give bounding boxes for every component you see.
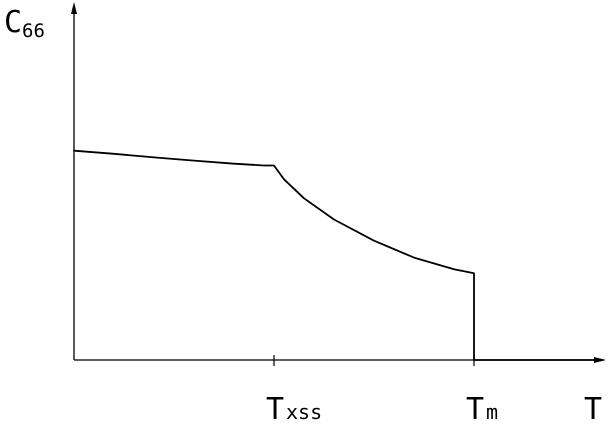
series-layer xyxy=(73,149,595,361)
x-tick-label-main: T xyxy=(266,392,284,427)
y-axis-label-sub: 66 xyxy=(22,20,45,42)
x-tick-label-sub: xss xyxy=(286,400,322,424)
axes xyxy=(71,2,606,363)
y-axis-label: C 66 xyxy=(4,5,45,42)
x-axis-label: T xyxy=(584,392,602,427)
y-axis-arrowhead xyxy=(71,2,77,14)
x-tick-label-main: T xyxy=(466,392,484,427)
y-axis-label-main: C xyxy=(4,5,22,40)
x-tick-label-sub: m xyxy=(486,400,498,424)
series-line xyxy=(73,149,595,361)
x-axis-arrowhead xyxy=(594,357,606,363)
